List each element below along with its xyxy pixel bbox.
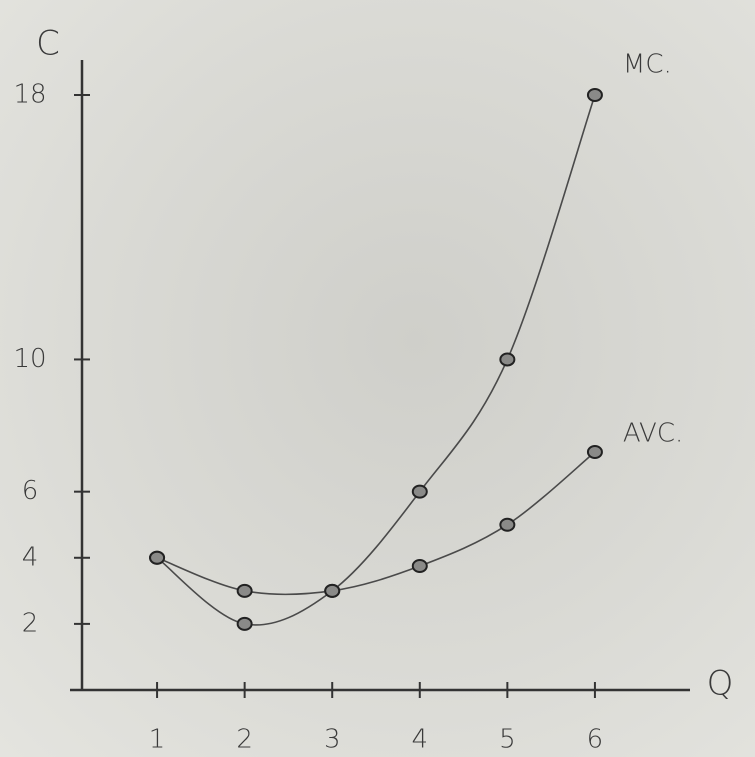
y-tick-label: 2 <box>22 608 39 638</box>
series-line <box>157 95 595 625</box>
x-axis-label: Q <box>707 664 734 704</box>
x-tick-label: 3 <box>324 725 341 755</box>
x-tick-label: 6 <box>587 725 604 755</box>
x-tick-label: 1 <box>149 725 166 755</box>
chart: C Q 2 4 6 10 18 1 2 3 4 5 6 MC. AVC. <box>0 0 755 757</box>
data-point <box>325 585 339 597</box>
data-point <box>238 585 252 597</box>
series-line <box>157 452 595 594</box>
data-point <box>588 446 602 458</box>
x-tick-label: 4 <box>412 725 429 755</box>
data-point <box>588 89 602 101</box>
y-tick-label: 6 <box>22 476 39 506</box>
x-tick-label: 5 <box>499 725 516 755</box>
series-label: MC. <box>623 50 672 80</box>
data-point <box>500 519 514 531</box>
data-point <box>150 552 164 564</box>
y-axis-label: C <box>36 24 60 64</box>
y-tick-label: 10 <box>13 344 46 374</box>
x-tick-label: 2 <box>236 725 253 755</box>
data-point <box>413 560 427 572</box>
data-point <box>413 486 427 498</box>
series-label: AVC. <box>623 419 683 449</box>
y-tick-label: 18 <box>13 80 46 110</box>
y-tick-label: 4 <box>22 542 39 572</box>
data-point <box>500 353 514 365</box>
data-point <box>238 618 252 630</box>
